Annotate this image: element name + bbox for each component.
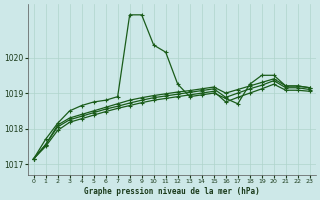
X-axis label: Graphe pression niveau de la mer (hPa): Graphe pression niveau de la mer (hPa) — [84, 187, 260, 196]
